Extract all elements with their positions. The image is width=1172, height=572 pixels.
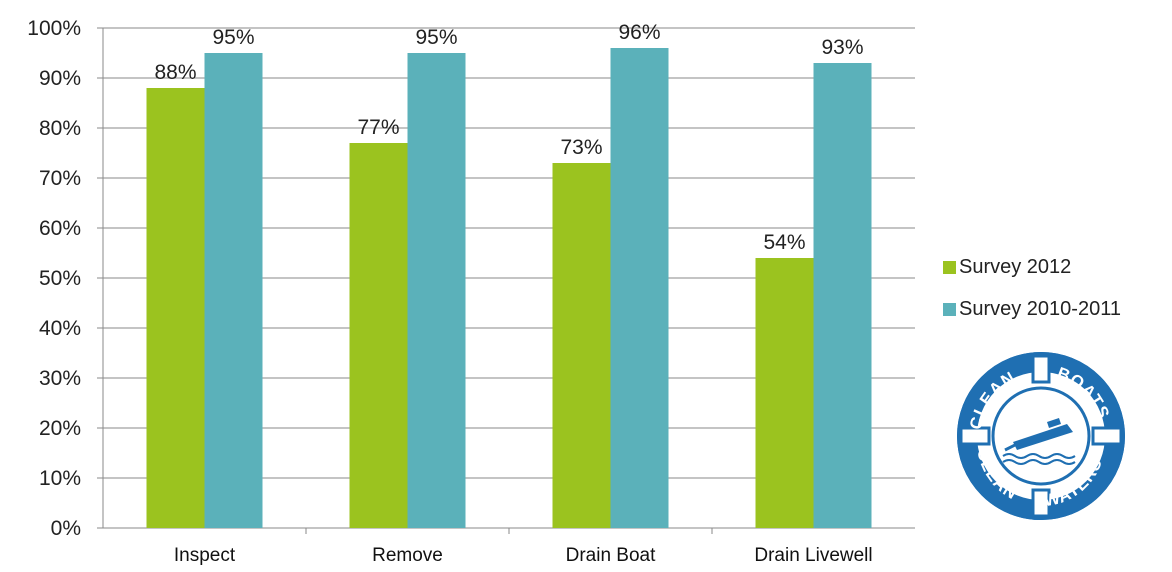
- y-tick-label: 100%: [27, 17, 81, 40]
- bar-survey-2010-2011: [407, 53, 466, 528]
- clean-boats-clean-waters-logo: CLEAN BOATS CLEAN WATERS: [957, 352, 1125, 520]
- bar-chart: 0% 10% 20% 30% 40% 50% 60% 70% 80% 90% 100% 88% 95% I…: [27, 17, 915, 566]
- legend-swatch-survey-2012: [943, 260, 956, 274]
- y-tick-label: 10%: [39, 467, 81, 490]
- legend-item-survey-2012: Survey 2012: [943, 255, 1121, 279]
- y-tick-label: 40%: [39, 317, 81, 340]
- y-tick-label: 0%: [51, 517, 81, 540]
- y-tick-label: 50%: [39, 267, 81, 290]
- data-label: 96%: [618, 21, 660, 44]
- bar-survey-2012: [146, 88, 205, 528]
- bar-survey-2010-2011: [813, 63, 872, 528]
- legend-label-survey-2012: Survey 2012: [959, 255, 1072, 278]
- legend-swatch-survey-2010-2011: [943, 302, 956, 316]
- x-category-label: Remove: [372, 545, 443, 566]
- chart-legend: Survey 2012 Survey 2010-2011: [943, 255, 1121, 339]
- bar-survey-2012: [349, 143, 408, 528]
- bar-survey-2012: [552, 163, 611, 528]
- bar-survey-2010-2011: [610, 48, 669, 528]
- legend-label-survey-2010-2011: Survey 2010-2011: [959, 297, 1121, 320]
- y-tick-label: 70%: [39, 167, 81, 190]
- boat-icon: [1002, 418, 1076, 465]
- data-label: 54%: [763, 231, 805, 254]
- y-tick-label: 90%: [39, 67, 81, 90]
- data-label: 73%: [560, 136, 602, 159]
- data-label: 95%: [415, 26, 457, 49]
- data-label: 95%: [212, 26, 254, 49]
- y-tick-label: 20%: [39, 417, 81, 440]
- x-category-label: Inspect: [174, 545, 236, 566]
- data-label: 93%: [821, 36, 863, 59]
- data-label: 77%: [357, 116, 399, 139]
- y-tick-label: 30%: [39, 367, 81, 390]
- x-category-label: Drain Boat: [566, 545, 656, 566]
- bar-survey-2010-2011: [204, 53, 263, 528]
- y-tick-label: 80%: [39, 117, 81, 140]
- data-label: 88%: [154, 61, 196, 84]
- x-category-label: Drain Livewell: [754, 545, 872, 566]
- y-tick-label: 60%: [39, 217, 81, 240]
- legend-item-survey-2010-2011: Survey 2010-2011: [943, 297, 1121, 321]
- bar-survey-2012: [755, 258, 814, 528]
